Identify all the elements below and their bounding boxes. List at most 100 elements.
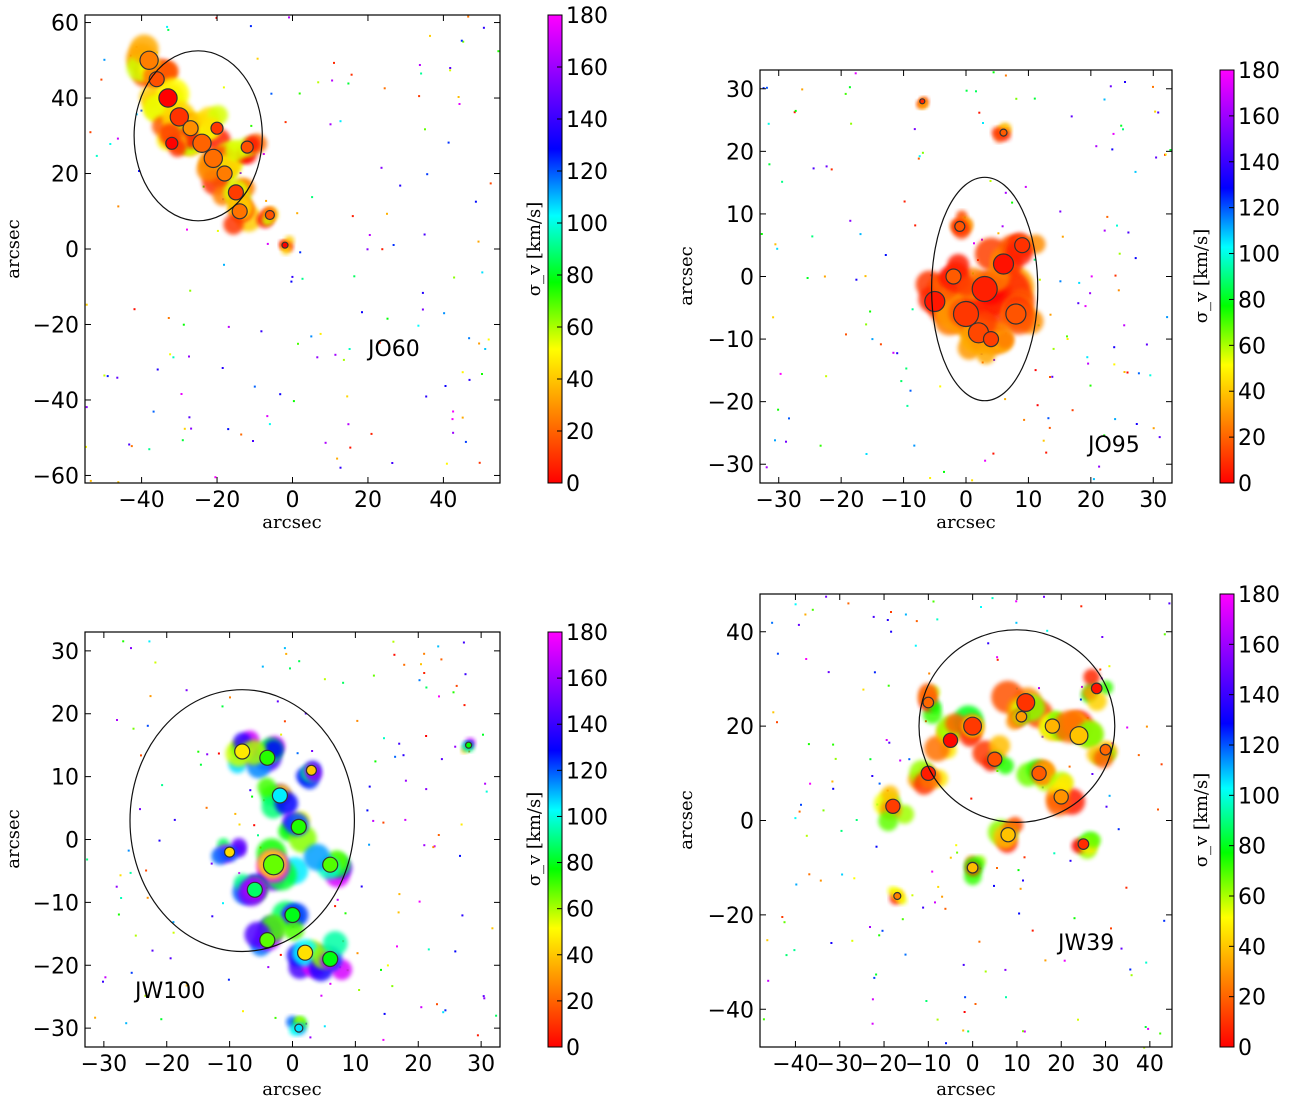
noise-pixel (1052, 347, 1055, 350)
sigma-map-jw39 (762, 595, 1171, 1049)
clump-marker (281, 241, 289, 249)
noise-pixel (342, 358, 345, 361)
noise-pixel (437, 645, 440, 648)
noise-pixel (423, 844, 426, 847)
stellar-contour (931, 176, 1039, 402)
noise-pixel (1149, 374, 1152, 377)
noise-pixel (1137, 754, 1140, 757)
noise-pixel (1103, 229, 1106, 232)
colorbar-tick-label: 180 (1238, 583, 1280, 608)
noise-pixel (148, 640, 151, 643)
noise-pixel (901, 918, 904, 921)
noise-pixel (461, 914, 464, 917)
panel-label-jw39: JW39 (1056, 931, 1114, 956)
noise-pixel (167, 317, 170, 319)
noise-pixel (149, 695, 152, 698)
noise-pixel (215, 16, 218, 19)
noise-pixel (1001, 225, 1004, 228)
noise-pixel (987, 642, 990, 645)
clump-marker (1053, 789, 1069, 805)
noise-pixel (424, 128, 426, 131)
noise-pixel (1044, 959, 1047, 962)
noise-pixel (173, 818, 176, 821)
noise-pixel (981, 238, 983, 241)
noise-pixel (368, 785, 371, 788)
noise-pixel (130, 971, 133, 974)
noise-pixel (1144, 1026, 1147, 1028)
clump-marker (259, 931, 276, 949)
axis-ticks-jw100: −30 −20 −10 0 10 20 30 −30 −20 −10 0 10 20 30 (33, 632, 500, 1077)
noise-pixel (353, 275, 356, 278)
noise-pixel (211, 915, 214, 918)
noise-pixel (89, 131, 92, 134)
noise-pixel (855, 819, 858, 821)
noise-pixel (906, 404, 909, 407)
clump-marker (169, 107, 189, 127)
noise-pixel (962, 1029, 965, 1032)
noise-pixel (418, 64, 421, 66)
noise-pixel (785, 954, 788, 957)
noise-pixel (1155, 156, 1158, 159)
noise-pixel (956, 851, 959, 854)
clump-marker (963, 716, 983, 736)
colorbar-tick-label: 0 (1238, 1036, 1252, 1061)
noise-pixel (116, 137, 119, 140)
noise-pixel (437, 834, 440, 836)
noise-pixel (1089, 292, 1092, 295)
noise-pixel (238, 872, 241, 875)
noise-pixel (1004, 968, 1007, 971)
noise-pixel (360, 885, 363, 888)
noise-pixel (762, 87, 765, 90)
noise-pixel (304, 712, 307, 715)
noise-pixel (239, 172, 242, 174)
noise-pixel (1130, 974, 1133, 977)
noise-pixel (380, 968, 382, 971)
noise-pixel (1145, 725, 1148, 728)
noise-pixel (250, 124, 253, 127)
noise-pixel (461, 371, 464, 374)
noise-pixel (1158, 436, 1161, 439)
noise-pixel (342, 681, 345, 684)
noise-pixel (132, 727, 135, 730)
noise-pixel (457, 96, 460, 98)
noise-pixel (917, 157, 920, 160)
noise-pixel (299, 251, 302, 254)
noise-pixel (423, 233, 426, 236)
x-tick-label: −40 (772, 1052, 818, 1077)
noise-pixel (776, 721, 778, 724)
noise-pixel (807, 743, 810, 746)
noise-pixel (301, 277, 304, 280)
clump-marker (1016, 692, 1036, 712)
noise-pixel (380, 166, 383, 169)
noise-pixel (361, 311, 363, 314)
noise-pixel (356, 719, 359, 722)
noise-pixel (1095, 145, 1098, 148)
noise-pixel (1168, 602, 1171, 605)
noise-pixel (197, 750, 200, 753)
x-tick-label: −30 (756, 488, 802, 513)
noise-pixel (1034, 369, 1037, 372)
noise-pixel (1147, 1027, 1150, 1030)
noise-pixel (452, 691, 455, 694)
noise-pixel (297, 342, 299, 345)
noise-pixel (172, 921, 175, 924)
y-tick-label: 20 (51, 703, 79, 728)
noise-pixel (781, 180, 784, 183)
noise-pixel (844, 92, 847, 95)
noise-pixel (125, 1022, 128, 1025)
noise-pixel (1113, 363, 1116, 366)
clump-marker (271, 787, 288, 804)
noise-pixel (394, 755, 397, 758)
colorbar-tick-label: 120 (1238, 197, 1280, 222)
y-tick-label: −20 (708, 904, 754, 929)
x-tick-label: 20 (354, 488, 382, 513)
y-tick-label: 0 (65, 829, 79, 854)
noise-pixel (1164, 153, 1167, 156)
noise-pixel (1066, 338, 1069, 340)
x-tick-label: 10 (1014, 488, 1042, 513)
noise-pixel (109, 143, 112, 145)
noise-pixel (160, 1018, 163, 1021)
colorbar-tick-label: 60 (1238, 885, 1266, 910)
colorbar-jw39 (1219, 593, 1235, 1048)
y-axis-label: arcsec (3, 219, 24, 278)
